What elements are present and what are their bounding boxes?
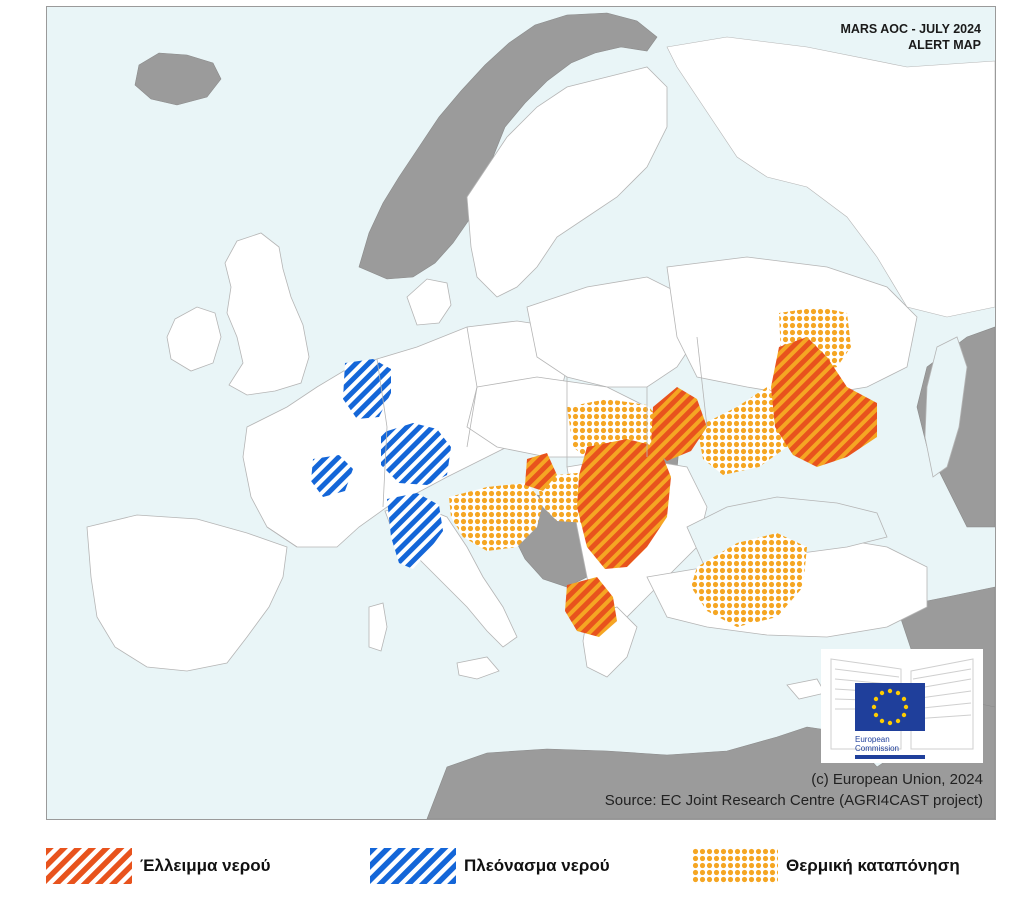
eu-stars-icon [871,688,909,726]
map-title-line2: ALERT MAP [908,38,981,52]
iceland [134,52,222,106]
legend-label-water-deficit: Έλλειμμα νερού [140,856,271,875]
map-title-line1: MARS AOC - JULY 2024 [840,22,981,36]
heat-stress-swatch [692,848,778,884]
baltics-poland [526,276,698,388]
sweden-finland [466,66,668,298]
alert-map: MARS AOC - JULY 2024 ALERT MAP E [46,6,996,820]
ec-logo-bar [855,755,925,759]
ireland [166,306,222,372]
legend-label-heat-stress: Θερμική καταπόνηση [786,856,960,875]
norway [358,12,658,280]
deficit-north-greece [565,577,617,637]
legend-item-water-surplus: Πλεόνασμα νερού [370,846,610,886]
caspian-sea [924,336,968,478]
great-britain [224,232,310,396]
european-commission-logo: European Commission [821,649,983,763]
surplus-south-germany [381,423,451,485]
source-text: Source: EC Joint Research Centre (AGRI4C… [604,792,983,809]
legend-label-water-surplus: Πλεόνασμα νερού [464,856,610,875]
deficit-romania-bulgaria [577,439,671,569]
surplus-north-italy [387,493,443,569]
iberia [86,514,288,672]
denmark [406,278,452,326]
russia-north [666,36,995,318]
heat-anatolia [691,533,807,627]
surplus-central-france [311,455,353,497]
map-credits: (c) European Union, 2024 Source: EC Join… [605,769,983,811]
legend-item-water-deficit: Έλλειμμα νερού [46,846,271,886]
deficit-romania-east [651,387,707,461]
sardinia [368,602,388,652]
borders [266,326,708,548]
ec-logo-text: European Commission [855,735,899,753]
water-deficit-swatch [46,848,132,884]
deficit-south-russia [771,337,877,467]
copyright-text: (c) European Union, 2024 [811,771,983,788]
legend-item-heat-stress: Θερμική καταπόνηση [692,846,960,886]
map-title: MARS AOC - JULY 2024 ALERT MAP [840,21,981,53]
sicily [456,656,500,680]
deficit-croatia-east [525,453,557,491]
heat-croatia [449,483,543,551]
ec-logo-line2: Commission [855,744,900,753]
ec-logo-line1: European [855,735,890,744]
water-surplus-swatch [370,848,456,884]
eu-flag [855,683,925,731]
heat-moldova-odesa [697,387,787,475]
water-deficit-areas [525,337,877,637]
